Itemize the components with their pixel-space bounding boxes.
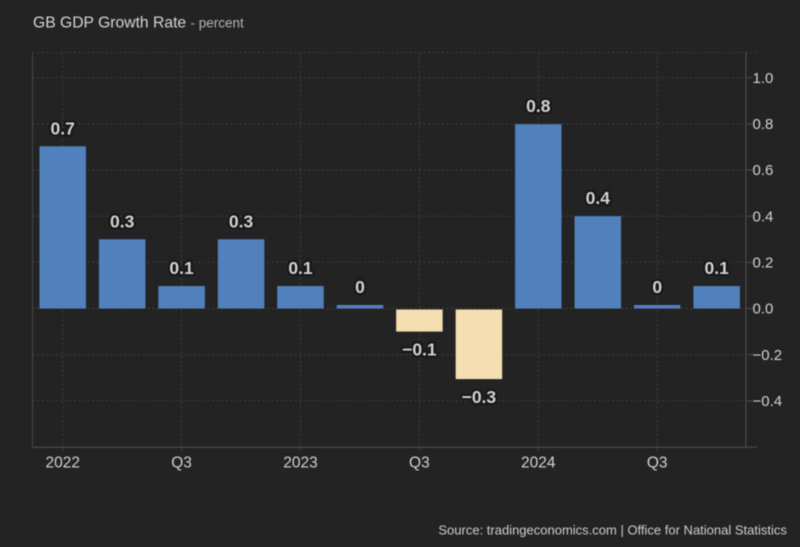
svg-text:Source: tradingeconomics.com |: Source: tradingeconomics.com | Office fo… — [438, 523, 787, 538]
svg-text:0.1: 0.1 — [705, 258, 730, 278]
svg-text:2024: 2024 — [521, 454, 556, 471]
svg-text:0: 0 — [355, 277, 365, 297]
svg-text:0.1: 0.1 — [169, 258, 194, 278]
svg-text:0.8: 0.8 — [753, 116, 774, 133]
svg-text:1.0: 1.0 — [753, 70, 774, 87]
svg-text:−0.2: −0.2 — [753, 347, 783, 364]
svg-text:0: 0 — [652, 277, 662, 297]
svg-text:0.3: 0.3 — [110, 211, 135, 231]
svg-text:Q3: Q3 — [171, 454, 192, 471]
svg-text:0.4: 0.4 — [586, 188, 611, 208]
svg-text:0.3: 0.3 — [229, 211, 254, 231]
svg-text:−0.4: −0.4 — [753, 393, 783, 410]
svg-text:2023: 2023 — [283, 454, 317, 471]
svg-text:0.8: 0.8 — [526, 96, 551, 116]
svg-text:0.2: 0.2 — [753, 255, 774, 272]
svg-text:0.4: 0.4 — [753, 208, 774, 225]
svg-text:0.1: 0.1 — [288, 258, 313, 278]
svg-text:Q3: Q3 — [409, 454, 430, 471]
svg-text:−0.1: −0.1 — [402, 340, 437, 360]
svg-text:0.6: 0.6 — [753, 162, 774, 179]
svg-text:−0.3: −0.3 — [462, 387, 497, 407]
svg-text:Q3: Q3 — [647, 454, 668, 471]
svg-text:0.0: 0.0 — [753, 301, 774, 318]
svg-text:GB GDP Growth Rate: GB GDP Growth Rate — [33, 15, 186, 32]
svg-text:2022: 2022 — [45, 454, 79, 471]
svg-text:0.7: 0.7 — [51, 118, 75, 138]
svg-text:- percent: - percent — [191, 16, 245, 31]
